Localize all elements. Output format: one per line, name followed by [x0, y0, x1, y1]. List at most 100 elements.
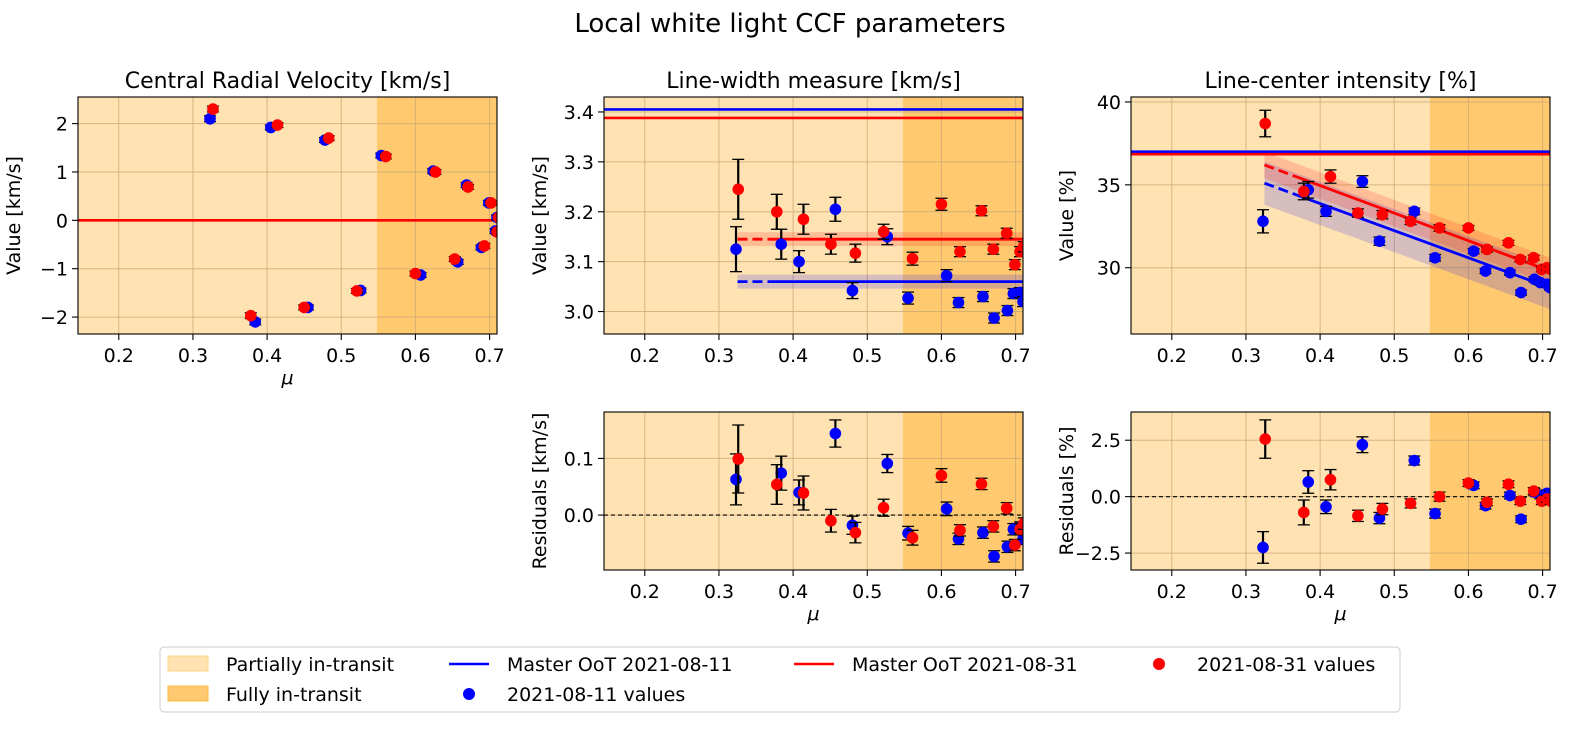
data-point-red [462, 181, 474, 193]
y-tick-label: 0 [56, 210, 68, 232]
plot-area [604, 419, 1023, 563]
data-point-red [935, 198, 948, 211]
data-point-blue [1257, 541, 1269, 554]
data-point-red [492, 211, 497, 224]
data-point-red [797, 487, 810, 499]
data-point-red [1544, 263, 1550, 276]
y-tick-label: 2.5 [1091, 430, 1121, 452]
data-point-blue [902, 292, 914, 304]
x-tick-label: 0.2 [1157, 345, 1187, 367]
legend-label: Master OoT 2021-08-11 [507, 654, 733, 676]
data-point-blue [1373, 235, 1386, 247]
data-point-blue [940, 269, 953, 282]
x-tick-label: 0.5 [852, 581, 882, 603]
legend: Partially in-transit Fully in-transit Mast… [159, 646, 1401, 713]
x-tick-label: 0.3 [178, 345, 208, 367]
data-point-red [1514, 253, 1527, 266]
x-tick-label: 0.2 [630, 581, 660, 603]
data-point-red [1297, 185, 1310, 198]
y-tick-label: −2.5 [1075, 543, 1121, 565]
x-tick-label: 0.7 [1527, 581, 1557, 603]
data-point-blue [730, 473, 742, 486]
data-point-blue [1504, 489, 1516, 502]
data-point-red [954, 245, 966, 258]
region-full [902, 97, 1023, 334]
panel-width_resid: 0.2 0.3 0.4 0.5 0.6 0.7 0.0 0.1 μ Residuals [km/s… [529, 411, 1031, 625]
panel-width: 0.2 0.3 0.4 0.5 0.6 0.7 3.0 3.1 3.2 3.3 3.4 Line-wi… [529, 69, 1031, 367]
data-point-red [770, 478, 783, 491]
x-tick-label: 0.5 [1379, 345, 1409, 367]
data-point-red [1481, 496, 1493, 509]
x-tick-label: 0.6 [400, 345, 430, 367]
data-point-red [1352, 207, 1364, 219]
data-point-blue [1320, 205, 1332, 218]
y-axis-label: Value [km/s] [3, 156, 25, 275]
data-point-red [825, 514, 837, 527]
panels: 0.2 0.3 0.4 0.5 0.6 0.7 −2 −1 0 1 2 Central Radial … [3, 69, 1558, 625]
data-point-red [1514, 495, 1527, 507]
data-point-red [770, 205, 783, 218]
legend-swatch [1153, 658, 1165, 670]
x-tick-label: 0.5 [852, 345, 882, 367]
x-axis-label: μ [806, 603, 819, 625]
data-point-blue [1356, 175, 1369, 188]
data-point-red [379, 150, 392, 163]
x-tick-label: 0.2 [1157, 581, 1187, 603]
data-point-red [1502, 478, 1515, 491]
legend-swatch [167, 685, 209, 702]
x-tick-label: 0.5 [1379, 581, 1409, 603]
x-tick-label: 0.4 [778, 581, 808, 603]
data-point-blue [1017, 295, 1023, 308]
data-point-red [1017, 240, 1023, 253]
panel-intensity: 0.2 0.3 0.4 0.5 0.6 0.7 30 35 40 Line-center inte… [1056, 69, 1558, 367]
data-point-red [732, 453, 745, 465]
y-tick-label: −1 [40, 259, 68, 281]
y-tick-label: 30 [1097, 258, 1121, 280]
data-point-red [485, 197, 497, 209]
y-tick-label: 3.0 [564, 302, 594, 324]
y-tick-label: 0.0 [564, 505, 594, 527]
panel-rv: 0.2 0.3 0.4 0.5 0.6 0.7 −2 −1 0 1 2 Central Radial … [3, 69, 505, 389]
y-tick-label: −2 [40, 307, 68, 329]
data-point-red [1000, 227, 1013, 240]
data-point-blue [775, 238, 788, 250]
data-point-red [954, 524, 966, 537]
data-point-red [1527, 485, 1540, 497]
x-tick-label: 0.4 [252, 345, 282, 367]
data-point-red [935, 469, 948, 482]
axes-frame [603, 96, 1024, 335]
region-partial [604, 412, 903, 570]
data-point-blue [881, 457, 894, 470]
y-tick-label: 40 [1097, 92, 1121, 114]
legend-swatch [463, 688, 475, 700]
data-point-red [1404, 215, 1417, 228]
x-tick-label: 0.6 [926, 581, 956, 603]
panel-title: Line-center intensity [%] [1204, 69, 1476, 94]
data-point-red [409, 267, 422, 280]
data-point-red [1000, 502, 1013, 515]
data-point-blue [977, 526, 989, 539]
axes-frame [1130, 96, 1551, 335]
data-point-red [1009, 258, 1021, 271]
x-tick-label: 0.5 [326, 345, 356, 367]
legend-swatch [167, 655, 209, 672]
data-point-red [351, 285, 363, 297]
axes-frame [603, 411, 1024, 571]
y-tick-label: 3.2 [564, 202, 594, 224]
data-point-red [1297, 506, 1310, 519]
data-point-blue [1504, 266, 1516, 279]
region-partial [78, 97, 377, 334]
data-point-blue [846, 284, 859, 297]
data-point-blue [1257, 215, 1269, 228]
y-tick-label: 3.1 [564, 252, 594, 274]
data-point-red [877, 501, 890, 514]
data-point-blue [1408, 205, 1421, 218]
y-axis-label: Residuals [km/s] [529, 413, 551, 570]
data-point-red [1481, 243, 1493, 256]
data-point-blue [1302, 476, 1315, 488]
data-point-blue [952, 296, 965, 309]
data-point-blue [977, 290, 989, 303]
data-point-blue [940, 503, 953, 515]
data-point-blue [829, 203, 842, 216]
